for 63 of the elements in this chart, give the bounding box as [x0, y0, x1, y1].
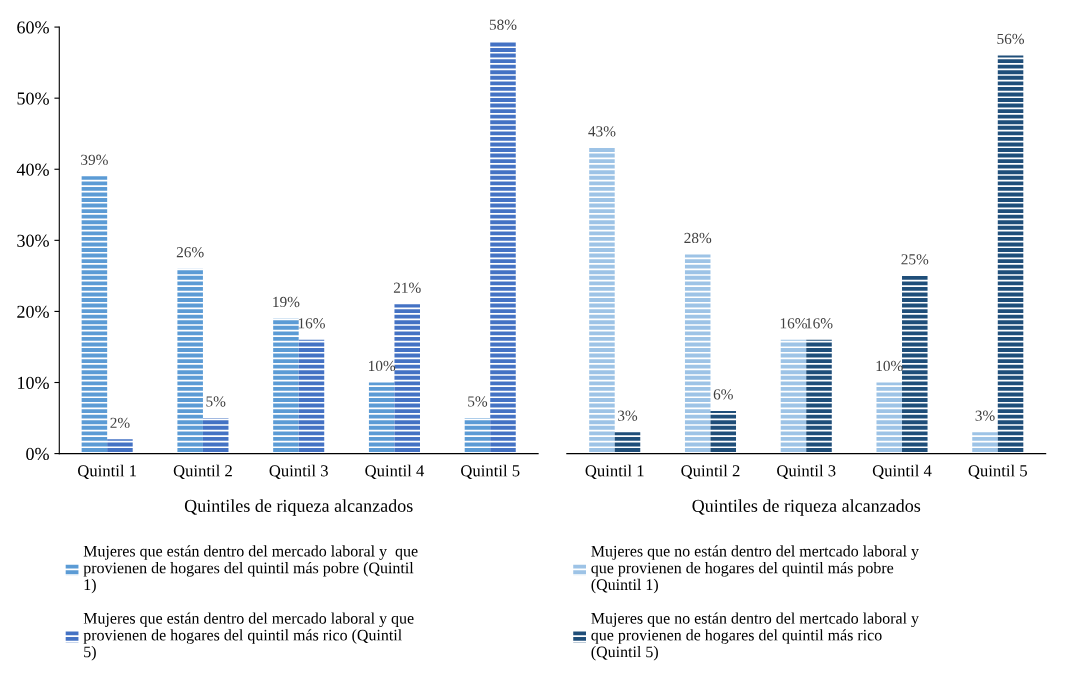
legend-label: Mujeres que no están dentro del mertcado laboral y que provienen de hogares del quintil más rico (Quintil 5)	[591, 612, 919, 661]
legend-label: Mujeres que están dentro del mercado laboral y que provienen de hogares del quintil más pobre (Quintil 1)	[83, 545, 418, 594]
y-tick-label: 10%	[18, 376, 49, 390]
bar	[464, 418, 491, 454]
data-label: 3%	[618, 410, 638, 421]
bar	[490, 41, 516, 454]
x-tick-label: Quintil 2	[681, 464, 740, 479]
data-label: 21%	[393, 282, 421, 293]
bar	[710, 410, 737, 454]
bar	[902, 275, 928, 454]
x-tick-label: Quintil 1	[77, 464, 137, 479]
y-tick-label: 20%	[17, 305, 49, 318]
x-tick-label: Quintil 3	[777, 464, 836, 479]
bar	[81, 176, 108, 454]
data-label: 19%	[273, 296, 300, 308]
data-label: 5%	[468, 396, 488, 407]
bar	[876, 382, 903, 454]
data-label: 6%	[713, 389, 733, 400]
bar	[368, 382, 395, 454]
bar	[394, 304, 420, 454]
data-label: 5%	[206, 396, 226, 407]
x-tick-label: Quintil 2	[173, 464, 232, 479]
x-tick-label: Quintil 5	[968, 464, 1027, 479]
bar	[177, 268, 203, 454]
data-label: 10%	[369, 360, 396, 372]
data-label: 16%	[298, 318, 325, 329]
x-tick-label: Quintil 4	[365, 464, 425, 479]
y-tick-label: 60%	[17, 21, 49, 34]
bar	[684, 254, 711, 454]
y-tick-label: 0%	[26, 447, 49, 461]
data-label: 58%	[489, 19, 517, 30]
x-tick-label: Quintil 1	[585, 464, 644, 479]
data-label: 25%	[901, 254, 929, 265]
data-label: 3%	[975, 410, 995, 421]
y-tick-label: 30%	[17, 234, 49, 247]
data-label: 16%	[806, 318, 833, 329]
data-label: 56%	[997, 33, 1025, 45]
data-label: 39%	[81, 154, 108, 165]
legend-label: Mujeres que están dentro del mercado laboral y que provienen de hogares del quintil más rico (Quintil 5)	[83, 612, 414, 661]
bar	[614, 432, 641, 454]
data-label: 10%	[876, 360, 903, 372]
bar	[589, 147, 615, 454]
y-tick-label: 50%	[17, 92, 49, 105]
bar	[202, 418, 229, 454]
data-label: 26%	[176, 247, 204, 258]
bar	[972, 432, 998, 454]
x-axis-title: Quintiles de riqueza alcanzados	[692, 499, 921, 516]
x-tick-label: Quintil 3	[269, 464, 328, 479]
x-tick-label: Quintil 5	[461, 464, 520, 479]
bar	[997, 55, 1024, 454]
bar	[780, 339, 807, 454]
bar	[107, 439, 133, 454]
data-label: 16%	[780, 318, 807, 329]
data-label: 28%	[684, 232, 712, 244]
data-label: 43%	[588, 126, 616, 137]
y-tick-label: 40%	[16, 163, 49, 176]
x-tick-label: Quintil 4	[872, 464, 932, 479]
bar	[806, 339, 832, 454]
data-label: 2%	[110, 417, 130, 428]
legend-label: Mujeres que no están dentro del mertcado laboral y que provienen de hogares del quintil más pobre (Quintil 1)	[591, 545, 919, 594]
bar	[273, 318, 299, 454]
x-axis-title: Quintiles de riqueza alcanzados	[184, 499, 413, 516]
bar	[298, 339, 325, 454]
